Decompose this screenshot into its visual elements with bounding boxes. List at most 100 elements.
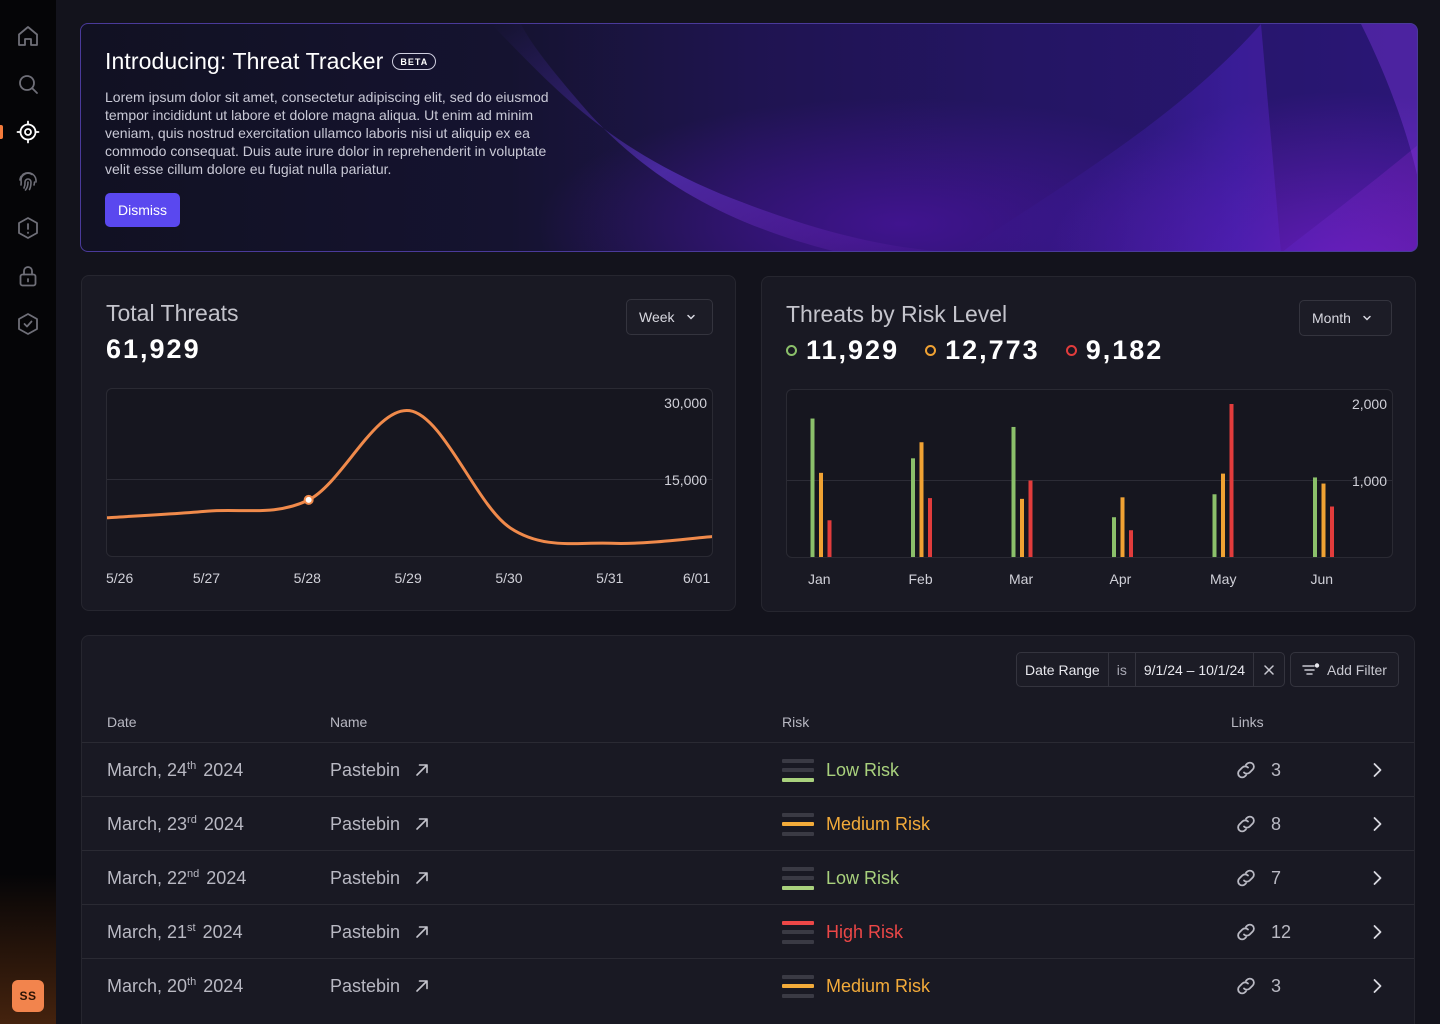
column-header-name[interactable]: Name: [330, 714, 368, 730]
risk-level-meter-icon: [782, 920, 814, 944]
source-name[interactable]: Pastebin: [330, 867, 401, 888]
chevron-right-icon: [1373, 925, 1382, 939]
external-link-icon[interactable]: [414, 978, 430, 994]
x-tick-label: 5/31: [596, 570, 624, 586]
banner-description: Lorem ipsum dolor sit amet, consectetur …: [105, 89, 549, 177]
links-cell: 7: [1234, 851, 1281, 905]
beta-badge: BETA: [392, 53, 437, 70]
name-cell[interactable]: Pastebin: [330, 743, 430, 797]
links-count: 3: [1271, 759, 1282, 780]
risk-stat-medium: 12,773: [925, 335, 1040, 366]
period-select-week[interactable]: Week: [626, 299, 713, 335]
risk-level-title: Threats by Risk Level: [786, 301, 1008, 327]
highlight-point[interactable]: [303, 494, 314, 505]
clear-filter-button[interactable]: [1254, 653, 1284, 686]
column-header-date[interactable]: Date: [107, 714, 137, 730]
add-filter-label: Add Filter: [1327, 661, 1387, 678]
links-cell: 3: [1234, 743, 1281, 797]
source-name[interactable]: Pastebin: [330, 975, 401, 996]
y-tick-label: 30,000: [664, 395, 707, 411]
bar: [1011, 426, 1016, 557]
risk-cell: Medium Risk: [782, 959, 930, 1013]
target-icon[interactable]: [16, 120, 40, 144]
alert-icon[interactable]: [16, 216, 40, 240]
x-tick-label: 5/30: [495, 570, 523, 586]
external-link-icon[interactable]: [414, 762, 430, 778]
bar: [1212, 494, 1217, 557]
risk-cell: High Risk: [782, 905, 903, 959]
link-icon: [1237, 977, 1255, 995]
source-name[interactable]: Pastebin: [330, 921, 401, 942]
links-count: 8: [1271, 813, 1282, 834]
link-icon: [1237, 815, 1255, 833]
line-chart-area: [105, 388, 714, 557]
date-range-filter[interactable]: Date Range is 9/1/24 – 10/1/24: [1016, 652, 1286, 687]
y-tick-label: 1,000: [1351, 472, 1387, 489]
column-header-links[interactable]: Links: [1231, 714, 1264, 730]
external-link-icon[interactable]: [414, 816, 430, 832]
y-tick-label: 15,000: [664, 471, 707, 488]
bar: [1028, 480, 1033, 557]
bar: [1221, 473, 1225, 557]
links-cell: 12: [1234, 905, 1291, 959]
home-icon[interactable]: [16, 24, 40, 48]
high-risk-dot-icon: [1065, 345, 1077, 356]
links-cell: 3: [1234, 959, 1281, 1013]
date-ordinal: rd: [187, 814, 197, 826]
threats-table-card: Date Range is 9/1/24 – 10/1/24 Add Filte…: [81, 635, 1415, 1024]
name-cell[interactable]: Pastebin: [330, 959, 430, 1013]
bar: [1129, 530, 1133, 557]
check-badge-icon[interactable]: [16, 312, 40, 336]
banner-wave-graphic: [491, 24, 1417, 251]
fingerprint-icon[interactable]: [16, 168, 40, 192]
row-expand-button[interactable]: [1368, 743, 1386, 797]
bar: [1112, 517, 1116, 557]
add-filter-button[interactable]: Add Filter: [1290, 652, 1399, 687]
links-count: 12: [1271, 921, 1292, 942]
name-cell[interactable]: Pastebin: [330, 797, 430, 851]
x-tick-label: Jan: [808, 571, 831, 587]
row-expand-button[interactable]: [1368, 959, 1386, 1013]
risk-stat-low: 11,929: [786, 335, 899, 366]
banner-title: Introducing: Threat Tracker: [105, 48, 384, 74]
row-expand-button[interactable]: [1368, 797, 1386, 851]
lock-icon[interactable]: [16, 264, 40, 288]
risk-cell: Low Risk: [782, 851, 899, 905]
filter-value[interactable]: 9/1/24 – 10/1/24: [1136, 653, 1255, 686]
bar: [1229, 404, 1234, 557]
date-year: 2024: [198, 813, 244, 834]
source-name[interactable]: Pastebin: [330, 759, 401, 780]
period-select-value: Month: [1312, 310, 1351, 326]
row-expand-button[interactable]: [1368, 851, 1386, 905]
announcement-banner: Introducing: Threat Tracker BETA Lorem i…: [80, 23, 1418, 252]
source-name[interactable]: Pastebin: [330, 813, 401, 834]
period-select-month[interactable]: Month: [1299, 300, 1392, 336]
link-icon: [1237, 869, 1255, 887]
date-year: 2024: [198, 975, 244, 996]
risk-stat-value: 9,182: [1085, 335, 1164, 365]
column-header-risk[interactable]: Risk: [782, 714, 810, 730]
search-icon[interactable]: [16, 72, 40, 96]
external-link-icon[interactable]: [414, 924, 430, 940]
name-cell[interactable]: Pastebin: [330, 905, 430, 959]
dismiss-button[interactable]: Dismiss: [105, 193, 180, 227]
bar: [928, 498, 932, 557]
avatar[interactable]: SS: [12, 980, 44, 1012]
name-cell[interactable]: Pastebin: [330, 851, 430, 905]
chevron-right-icon: [1373, 763, 1382, 777]
row-expand-button[interactable]: [1368, 905, 1386, 959]
link-icon: [1237, 761, 1255, 779]
external-link-icon[interactable]: [414, 870, 430, 886]
sidebar: SS: [0, 0, 56, 1024]
bar: [1020, 498, 1024, 557]
risk-level-stats: 11,929 12,773 9,182: [786, 335, 1189, 366]
total-threats-card: Total Threats 61,929 Week 30,000 15,000 5/…: [81, 275, 736, 611]
